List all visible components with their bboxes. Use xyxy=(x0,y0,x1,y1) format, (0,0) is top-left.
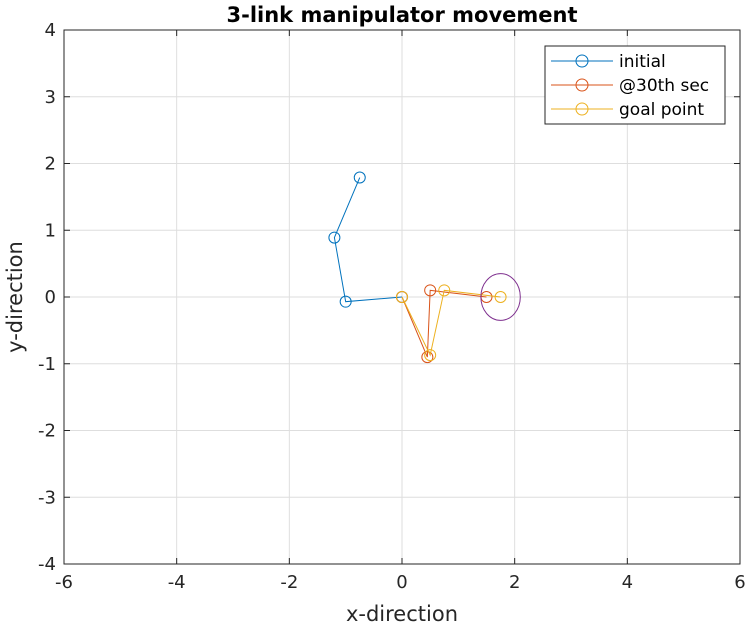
x-tick-label: -2 xyxy=(280,572,298,593)
legend-label: goal point xyxy=(619,100,704,120)
legend-label: initial xyxy=(619,52,666,72)
y-tick-label: 2 xyxy=(45,154,56,175)
chart-title: 3-link manipulator movement xyxy=(227,3,578,27)
data-point xyxy=(396,291,408,303)
legend-label: @30th sec xyxy=(619,76,709,96)
y-tick-label: -1 xyxy=(38,354,56,375)
series-line xyxy=(333,177,403,303)
data-point xyxy=(424,349,437,362)
x-tick-label: 4 xyxy=(622,572,633,593)
legend-entry: goal point xyxy=(551,100,704,120)
x-tick-label: 0 xyxy=(396,572,407,593)
data-point xyxy=(424,284,437,297)
series-line xyxy=(401,289,487,358)
series-2 xyxy=(396,284,507,362)
data-point xyxy=(353,171,366,184)
y-tick-label: 4 xyxy=(45,20,56,41)
data-point xyxy=(438,284,451,297)
y-tick-label: -2 xyxy=(38,421,56,442)
data-point xyxy=(421,351,434,364)
legend-marker xyxy=(575,78,589,92)
x-tick-label: -4 xyxy=(168,572,186,593)
legend-entry: @30th sec xyxy=(551,76,709,96)
data-point xyxy=(339,295,352,308)
x-tick-label: 6 xyxy=(734,572,745,593)
legend-entry: initial xyxy=(551,52,666,72)
y-axis-label: y-direction xyxy=(3,241,27,353)
series-0 xyxy=(328,171,408,308)
legend-marker xyxy=(575,54,589,68)
goal-region-circle xyxy=(480,273,521,321)
y-tick-label: 0 xyxy=(45,287,56,308)
x-tick-label: -6 xyxy=(55,572,73,593)
data-point xyxy=(328,231,341,244)
y-tick-label: -4 xyxy=(38,554,56,575)
x-tick-label: 2 xyxy=(509,572,520,593)
legend-marker xyxy=(575,102,589,116)
y-tick-label: 1 xyxy=(45,220,56,241)
x-axis-label: x-direction xyxy=(346,602,458,626)
data-point xyxy=(494,291,507,303)
y-tick-label: 3 xyxy=(45,87,56,108)
series-layer xyxy=(328,171,507,364)
series-line xyxy=(401,289,501,357)
annotation-layer xyxy=(480,273,521,321)
series-1 xyxy=(396,284,493,364)
legend: initial @30th sec goal point xyxy=(544,45,726,125)
y-tick-label: -3 xyxy=(38,487,56,508)
